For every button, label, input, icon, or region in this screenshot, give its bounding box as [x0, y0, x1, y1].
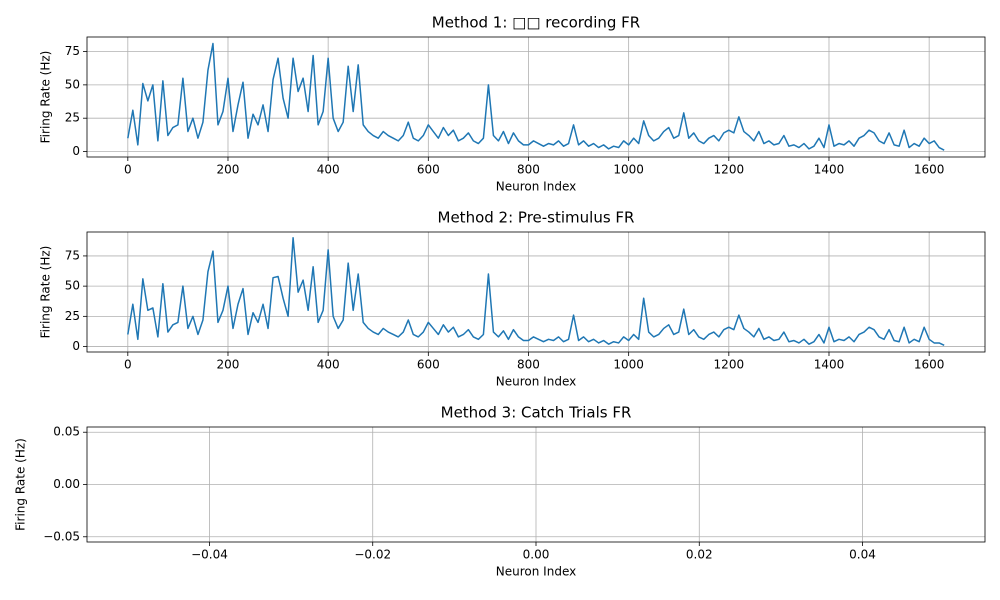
- x-tick-label: 0.00: [523, 548, 550, 562]
- x-tick-label: 0: [124, 358, 132, 372]
- x-tick-label: 400: [317, 163, 340, 177]
- x-tick-label: −0.04: [191, 548, 228, 562]
- y-axis-label: Firing Rate (Hz): [39, 51, 53, 144]
- y-tick-label: 0.05: [53, 425, 80, 439]
- chart-title: Method 3: Catch Trials FR: [441, 404, 632, 422]
- y-axis-label: Firing Rate (Hz): [14, 438, 28, 531]
- x-tick-label: 1600: [914, 358, 945, 372]
- chart-title: Method 1: □□ recording FR: [432, 14, 640, 32]
- x-tick-label: 1400: [814, 358, 845, 372]
- x-tick-label: 200: [217, 163, 240, 177]
- x-tick-label: 1000: [613, 163, 644, 177]
- data-line: [127, 42, 945, 151]
- x-tick-label: 1000: [613, 358, 644, 372]
- y-tick-label: 50: [65, 279, 80, 293]
- x-tick-label: 1600: [914, 163, 945, 177]
- x-axis-label: Neuron Index: [496, 565, 576, 579]
- x-tick-label: 400: [317, 358, 340, 372]
- x-axis-label: Neuron Index: [496, 180, 576, 194]
- data-line: [127, 237, 945, 347]
- x-tick-label: 800: [517, 163, 540, 177]
- y-tick-label: 25: [65, 309, 80, 323]
- axes-frame: [86, 231, 986, 353]
- chart-title: Method 2: Pre-stimulus FR: [438, 209, 635, 227]
- y-tick-label: 75: [65, 248, 80, 262]
- y-tick-label: 0: [72, 339, 80, 353]
- y-tick-label: 25: [65, 111, 80, 125]
- y-tick-label: 50: [65, 77, 80, 91]
- axes-frame: [86, 36, 986, 158]
- x-tick-label: 1200: [714, 163, 745, 177]
- y-tick-label: −0.05: [43, 529, 80, 543]
- x-tick-label: 0.04: [849, 548, 876, 562]
- x-tick-label: 1400: [814, 163, 845, 177]
- x-tick-label: −0.02: [354, 548, 391, 562]
- y-tick-label: 0.00: [53, 477, 80, 491]
- x-axis-label: Neuron Index: [496, 375, 576, 389]
- x-tick-label: 800: [517, 358, 540, 372]
- y-tick-label: 75: [65, 44, 80, 58]
- y-axis-label: Firing Rate (Hz): [39, 246, 53, 339]
- x-tick-label: 600: [417, 358, 440, 372]
- x-tick-label: 200: [217, 358, 240, 372]
- x-tick-label: 0: [124, 163, 132, 177]
- y-tick-label: 0: [72, 144, 80, 158]
- axes-frame: [86, 426, 986, 543]
- x-tick-label: 600: [417, 163, 440, 177]
- x-tick-label: 0.02: [686, 548, 713, 562]
- x-tick-label: 1200: [714, 358, 745, 372]
